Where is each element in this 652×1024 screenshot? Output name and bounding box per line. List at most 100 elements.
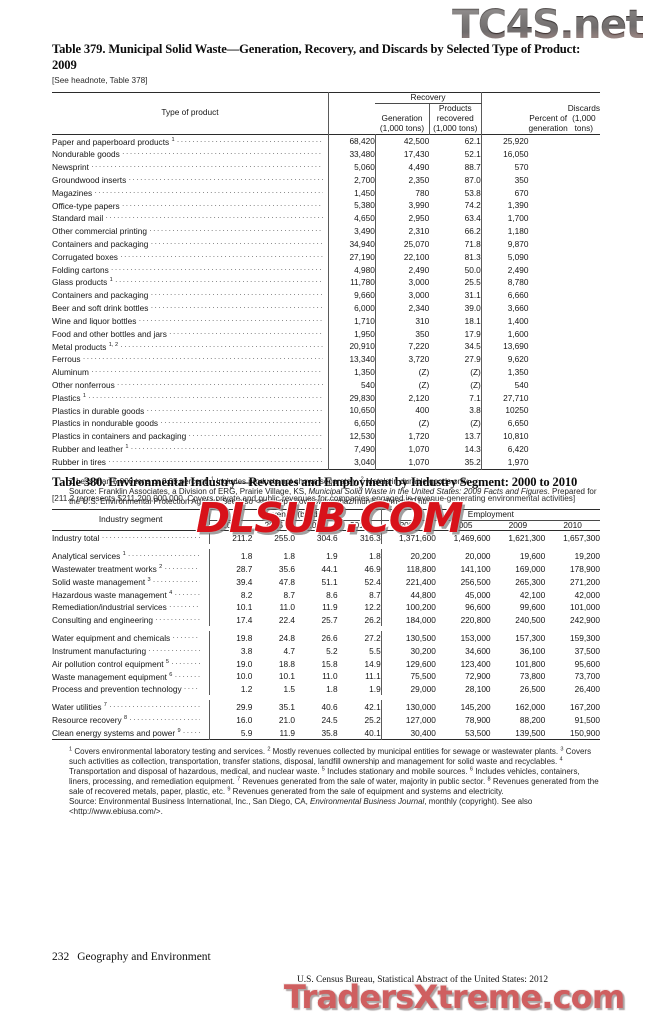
data-cell: 1,970 (480, 454, 529, 470)
data-cell: 150,900 (570, 727, 600, 738)
data-cell: 130,500 (380, 631, 436, 644)
leader-dots: ........................................… (150, 237, 323, 246)
data-cell: 12,530 (327, 429, 376, 442)
data-cell: 256,500 (460, 576, 491, 587)
data-cell: 3,660 (480, 301, 529, 314)
footnote-marker-2: 2 (360, 476, 364, 483)
footnote-marker-2: 2 (267, 745, 271, 752)
data-cell: 1,180 (480, 224, 529, 237)
table-row: Solid waste management 3 ...............… (52, 574, 600, 588)
row-label: Containers and packaging ...............… (52, 237, 328, 250)
data-cell: 39.0 (464, 302, 481, 313)
recovered-label-line1: Products (438, 103, 472, 114)
row-label: Waste management equipment 6 ...........… (52, 670, 210, 683)
data-cell: 1.9 (369, 684, 381, 695)
data-cell: 44.1 (321, 563, 338, 574)
data-cell: 6,650 (480, 416, 529, 430)
data-cell: 1,720 (374, 429, 430, 442)
row-label-text: Analytical services (52, 551, 123, 562)
data-cell: 53.8 (464, 187, 481, 198)
table-row: Wastewater treatment works 2 ...........… (52, 562, 600, 575)
data-cell: 42,100 (519, 589, 546, 600)
data-cell: 2,120 (374, 390, 430, 404)
data-cell: 68,420 (327, 134, 376, 148)
data-cell: 1,450 (327, 185, 376, 199)
data-cell: 8.7 (283, 589, 296, 600)
data-cell: 10.1 (209, 600, 253, 614)
table-row: Rubber in tires ........................… (52, 454, 600, 470)
table-380-year-header-revenue: 2009 (307, 519, 326, 530)
data-cell: 27.9 (464, 354, 481, 365)
data-cell: 26.6 (321, 633, 338, 643)
discards-label-line1: Discards (567, 103, 600, 114)
footnote-marker: 1 (122, 551, 126, 558)
data-cell: 18.1 (464, 315, 481, 326)
row-label: Corrugated boxes .......................… (52, 250, 328, 263)
leader-dots: ........................................… (164, 562, 201, 572)
data-cell: 11.0 (279, 602, 296, 613)
table-row: Analytical services 1 ..................… (52, 549, 600, 563)
leader-dots: ........................................… (174, 587, 201, 597)
data-cell: 1.8 (283, 551, 296, 562)
leader-dots: ........................................… (121, 198, 323, 208)
row-label: Plastics in nondurable goods ...........… (52, 416, 328, 429)
table-row: Groundwood inserts .....................… (52, 172, 600, 186)
table-row: Corrugated boxes .......................… (52, 249, 600, 263)
data-cell: 63.4 (464, 213, 481, 224)
data-cell: (Z) (374, 377, 430, 391)
data-cell: 29.9 (209, 700, 253, 713)
data-cell: 73,800 (519, 671, 546, 682)
leader-dots: ........................................… (174, 669, 201, 679)
data-cell: 26.2 (364, 615, 381, 626)
data-cell: 1,469,600 (453, 533, 491, 544)
data-cell: 35.1 (278, 702, 296, 713)
row-label-text: Plastics in nondurable goods (52, 418, 161, 429)
table-379-source: Source: Franklin Associates, a Division … (69, 487, 597, 507)
table-row: Wine and liquor bottles ................… (52, 313, 600, 327)
data-cell: 240,500 (515, 615, 546, 626)
table-380-header-row-years: 2000 2005 2009 2010 2000 2005 2009 2010 (52, 520, 600, 531)
leader-dots: ........................................… (115, 275, 324, 285)
data-cell: 10250 (480, 403, 529, 417)
leader-dots: ........................................… (128, 549, 201, 559)
data-cell: 52.1 (464, 149, 481, 160)
footnote-marker: 1 (171, 136, 175, 143)
footnote-text-6: Includes vehicles, containers, liners, p… (69, 766, 580, 786)
table-379-recovered-header: Products recovered (1,000 tons) (428, 103, 482, 134)
row-label: Wastewater treatment works 2 ...........… (52, 562, 210, 575)
data-cell: 40.6 (321, 702, 338, 713)
data-cell: 5,380 (327, 198, 376, 212)
table-380-notes: 1 Covers environmental laboratory testin… (52, 745, 600, 818)
leader-dots: ........................................… (183, 682, 200, 692)
data-cell: 88,200 (519, 714, 546, 725)
data-cell: 350 (480, 172, 529, 186)
footnote-text-4: Transportation and disposal of hazardous… (69, 766, 322, 776)
footnote-text-1: Covers environmental laboratory testing … (72, 746, 268, 756)
leader-dots: ........................................… (172, 631, 200, 641)
table-379-notes: Z Less than 5,000 tons or 0.05 percent. … (52, 477, 600, 507)
leader-dots: ........................................… (182, 725, 201, 735)
table-380-headnote-line1: [211.2 represents $211,200,000,000. Cove… (52, 493, 486, 503)
data-cell: 3,720 (374, 352, 430, 366)
data-cell: 10,810 (480, 429, 529, 442)
row-label-text: Solid waste management (52, 576, 148, 587)
data-cell: 13.7 (464, 431, 481, 442)
table-380-year-header-revenue: 2000 (209, 520, 253, 531)
row-label: Wine and liquor bottles ................… (52, 314, 328, 327)
row-label-text: Clean energy systems and power (52, 727, 178, 738)
data-cell: 45,000 (465, 589, 491, 600)
data-cell: 19.8 (209, 631, 253, 644)
data-cell: 18.8 (278, 658, 296, 669)
data-cell: 1,710 (327, 313, 376, 327)
data-cell: 2,490 (374, 262, 430, 276)
row-label-text: Remediation/industrial services (52, 602, 170, 613)
table-row: Magazines ..............................… (52, 185, 600, 199)
row-label: Plastics in containers and packaging ...… (52, 429, 328, 442)
data-cell: 10,650 (327, 403, 376, 417)
data-cell: 24.5 (321, 714, 338, 725)
data-cell: 81.3 (464, 251, 481, 262)
data-cell: 242,900 (570, 615, 600, 626)
data-cell: 52.4 (364, 576, 381, 587)
data-cell: 139,500 (515, 727, 546, 738)
data-cell: 540 (480, 377, 529, 391)
